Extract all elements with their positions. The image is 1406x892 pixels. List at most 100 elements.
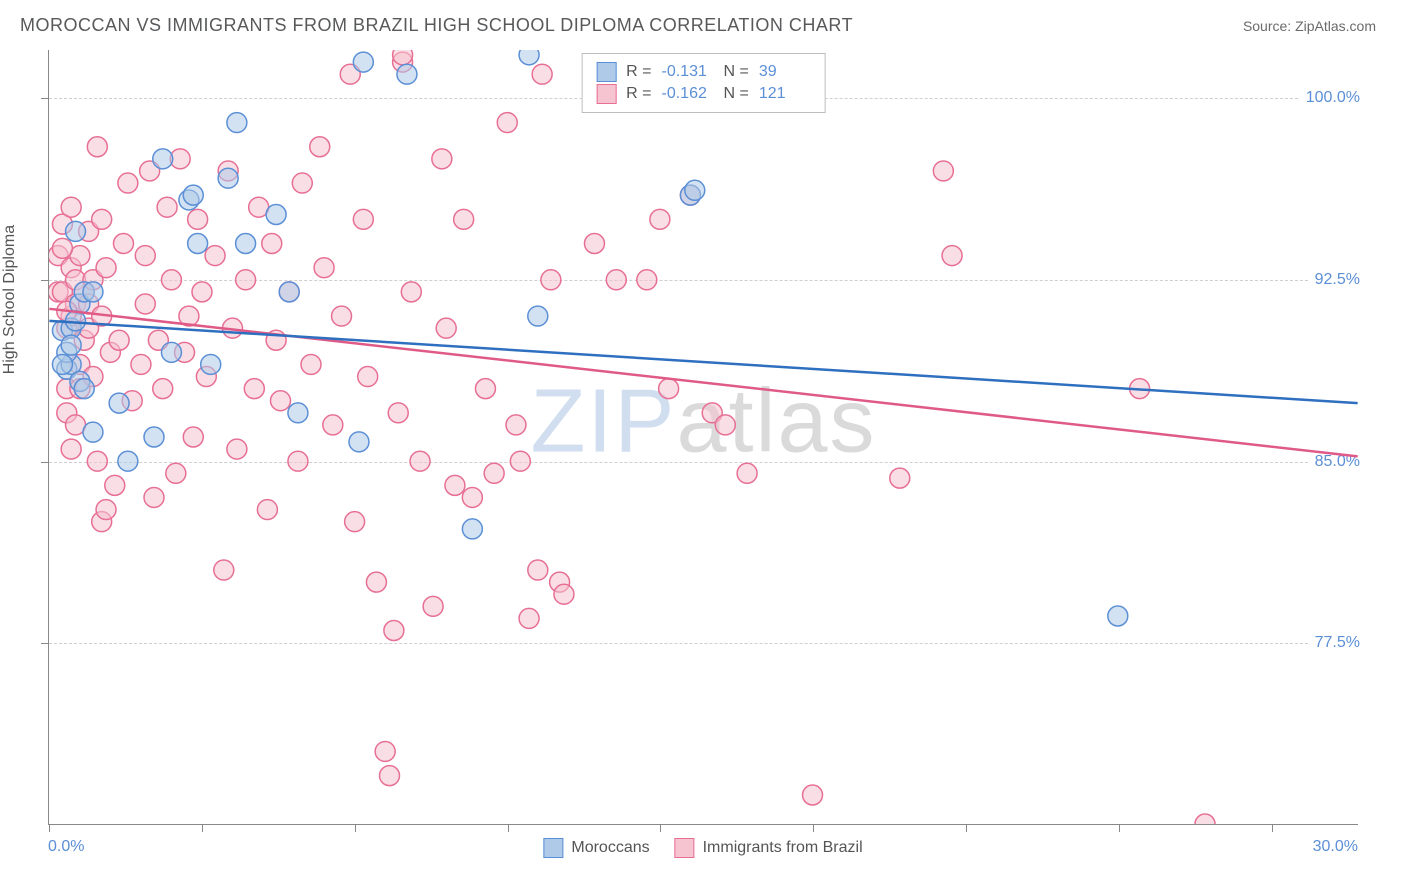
data-point	[1108, 606, 1128, 626]
r-value-1: -0.131	[662, 63, 714, 81]
x-axis-min-label: 0.0%	[48, 838, 84, 856]
n-value-1: 39	[759, 63, 811, 81]
data-point	[52, 354, 72, 374]
data-point	[475, 379, 495, 399]
y-tick	[41, 280, 49, 281]
y-tick	[41, 643, 49, 644]
data-point	[650, 209, 670, 229]
x-tick	[355, 824, 356, 832]
data-point	[519, 50, 539, 65]
data-point	[270, 391, 290, 411]
data-point	[401, 282, 421, 302]
n-label: N =	[724, 85, 749, 103]
legend-item-1: Moroccans	[543, 838, 649, 858]
data-point	[227, 113, 247, 133]
data-point	[933, 161, 953, 181]
swatch-series-1	[596, 62, 616, 82]
data-point	[109, 393, 129, 413]
x-tick	[813, 824, 814, 832]
data-point	[83, 282, 103, 302]
data-point	[288, 451, 308, 471]
data-point	[310, 137, 330, 157]
data-point	[236, 270, 256, 290]
x-tick	[660, 824, 661, 832]
data-point	[96, 258, 116, 278]
n-value-2: 121	[759, 85, 811, 103]
data-point	[153, 379, 173, 399]
source-label: Source: ZipAtlas.com	[1243, 18, 1376, 34]
legend-label-2: Immigrants from Brazil	[703, 839, 863, 857]
legend-label-1: Moroccans	[571, 839, 649, 857]
scatter-svg	[49, 50, 1358, 824]
legend-item-2: Immigrants from Brazil	[675, 838, 863, 858]
x-tick	[202, 824, 203, 832]
data-point	[397, 64, 417, 84]
data-point	[188, 209, 208, 229]
data-point	[332, 306, 352, 326]
y-axis-label: High School Diploma	[1, 225, 19, 374]
data-point	[144, 487, 164, 507]
data-point	[659, 379, 679, 399]
data-point	[462, 519, 482, 539]
series-legend: Moroccans Immigrants from Brazil	[543, 838, 862, 858]
data-point	[510, 451, 530, 471]
data-point	[323, 415, 343, 435]
data-point	[454, 209, 474, 229]
data-point	[218, 168, 238, 188]
data-point	[715, 415, 735, 435]
data-point	[161, 342, 181, 362]
data-point	[462, 487, 482, 507]
data-point	[83, 422, 103, 442]
chart-header: MOROCCAN VS IMMIGRANTS FROM BRAZIL HIGH …	[0, 0, 1406, 44]
x-tick	[1119, 824, 1120, 832]
chart-plot-area: ZIPatlas R = -0.131 N = 39 R = -0.162 N …	[48, 50, 1358, 825]
x-tick	[966, 824, 967, 832]
data-point	[227, 439, 247, 459]
x-axis-max-label: 30.0%	[1313, 838, 1358, 856]
data-point	[345, 512, 365, 532]
data-point	[445, 475, 465, 495]
data-point	[532, 64, 552, 84]
data-point	[161, 270, 181, 290]
data-point	[131, 354, 151, 374]
data-point	[353, 209, 373, 229]
data-point	[384, 621, 404, 641]
r-value-2: -0.162	[662, 85, 714, 103]
data-point	[61, 197, 81, 217]
data-point	[380, 766, 400, 786]
data-point	[388, 403, 408, 423]
data-point	[506, 415, 526, 435]
data-point	[1195, 814, 1215, 824]
data-point	[118, 451, 138, 471]
data-point	[519, 608, 539, 628]
data-point	[96, 500, 116, 520]
data-point	[214, 560, 234, 580]
data-point	[301, 354, 321, 374]
data-point	[183, 427, 203, 447]
data-point	[497, 113, 517, 133]
data-point	[279, 282, 299, 302]
data-point	[188, 234, 208, 254]
r-label: R =	[626, 63, 651, 81]
data-point	[244, 379, 264, 399]
legend-row-1: R = -0.131 N = 39	[596, 62, 811, 82]
data-point	[74, 379, 94, 399]
chart-title: MOROCCAN VS IMMIGRANTS FROM BRAZIL HIGH …	[20, 15, 853, 36]
data-point	[183, 185, 203, 205]
data-point	[257, 500, 277, 520]
swatch-bottom-1	[543, 838, 563, 858]
data-point	[266, 204, 286, 224]
data-point	[201, 354, 221, 374]
data-point	[353, 52, 373, 72]
data-point	[87, 451, 107, 471]
swatch-series-2	[596, 84, 616, 104]
data-point	[292, 173, 312, 193]
data-point	[606, 270, 626, 290]
data-point	[113, 234, 133, 254]
x-tick	[1272, 824, 1273, 832]
data-point	[144, 427, 164, 447]
data-point	[192, 282, 212, 302]
data-point	[528, 306, 548, 326]
data-point	[236, 234, 256, 254]
data-point	[432, 149, 452, 169]
